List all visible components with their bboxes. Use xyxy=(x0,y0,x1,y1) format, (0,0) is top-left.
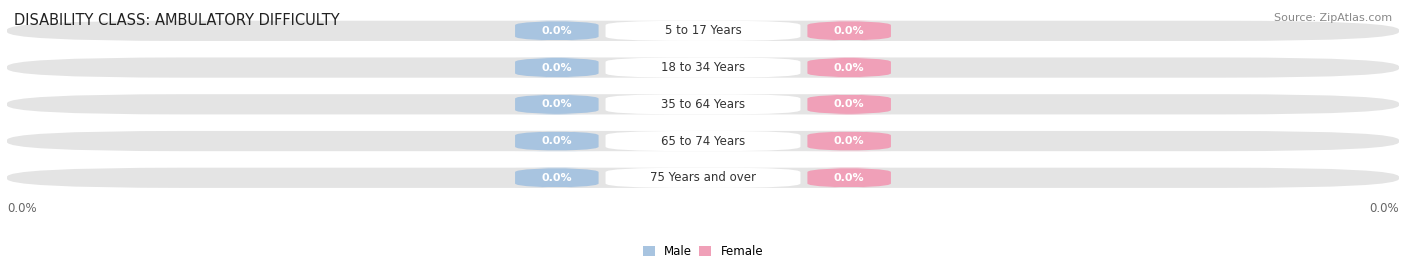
FancyBboxPatch shape xyxy=(807,94,891,114)
Text: 65 to 74 Years: 65 to 74 Years xyxy=(661,134,745,148)
FancyBboxPatch shape xyxy=(807,131,891,151)
FancyBboxPatch shape xyxy=(606,94,800,114)
FancyBboxPatch shape xyxy=(807,168,891,188)
Text: 0.0%: 0.0% xyxy=(834,173,865,183)
FancyBboxPatch shape xyxy=(7,21,1399,41)
FancyBboxPatch shape xyxy=(7,58,1399,78)
FancyBboxPatch shape xyxy=(7,94,1399,114)
FancyBboxPatch shape xyxy=(606,58,800,78)
FancyBboxPatch shape xyxy=(807,58,891,78)
Text: 75 Years and over: 75 Years and over xyxy=(650,171,756,184)
Text: 0.0%: 0.0% xyxy=(834,99,865,109)
Text: 0.0%: 0.0% xyxy=(541,99,572,109)
Text: 0.0%: 0.0% xyxy=(1369,202,1399,215)
Text: 0.0%: 0.0% xyxy=(7,202,37,215)
Text: 0.0%: 0.0% xyxy=(541,173,572,183)
Legend: Male, Female: Male, Female xyxy=(643,245,763,258)
Text: 18 to 34 Years: 18 to 34 Years xyxy=(661,61,745,74)
Text: 0.0%: 0.0% xyxy=(541,136,572,146)
FancyBboxPatch shape xyxy=(515,168,599,188)
Text: 0.0%: 0.0% xyxy=(834,26,865,36)
FancyBboxPatch shape xyxy=(515,58,599,78)
FancyBboxPatch shape xyxy=(515,21,599,41)
FancyBboxPatch shape xyxy=(515,94,599,114)
Text: 35 to 64 Years: 35 to 64 Years xyxy=(661,98,745,111)
Text: 0.0%: 0.0% xyxy=(834,63,865,73)
Text: Source: ZipAtlas.com: Source: ZipAtlas.com xyxy=(1274,13,1392,23)
FancyBboxPatch shape xyxy=(515,131,599,151)
FancyBboxPatch shape xyxy=(606,131,800,151)
Text: 0.0%: 0.0% xyxy=(541,63,572,73)
FancyBboxPatch shape xyxy=(7,168,1399,188)
Text: DISABILITY CLASS: AMBULATORY DIFFICULTY: DISABILITY CLASS: AMBULATORY DIFFICULTY xyxy=(14,13,340,29)
FancyBboxPatch shape xyxy=(606,168,800,188)
Text: 5 to 17 Years: 5 to 17 Years xyxy=(665,24,741,37)
FancyBboxPatch shape xyxy=(7,131,1399,151)
FancyBboxPatch shape xyxy=(807,21,891,41)
Text: 0.0%: 0.0% xyxy=(541,26,572,36)
Text: 0.0%: 0.0% xyxy=(834,136,865,146)
FancyBboxPatch shape xyxy=(606,21,800,41)
